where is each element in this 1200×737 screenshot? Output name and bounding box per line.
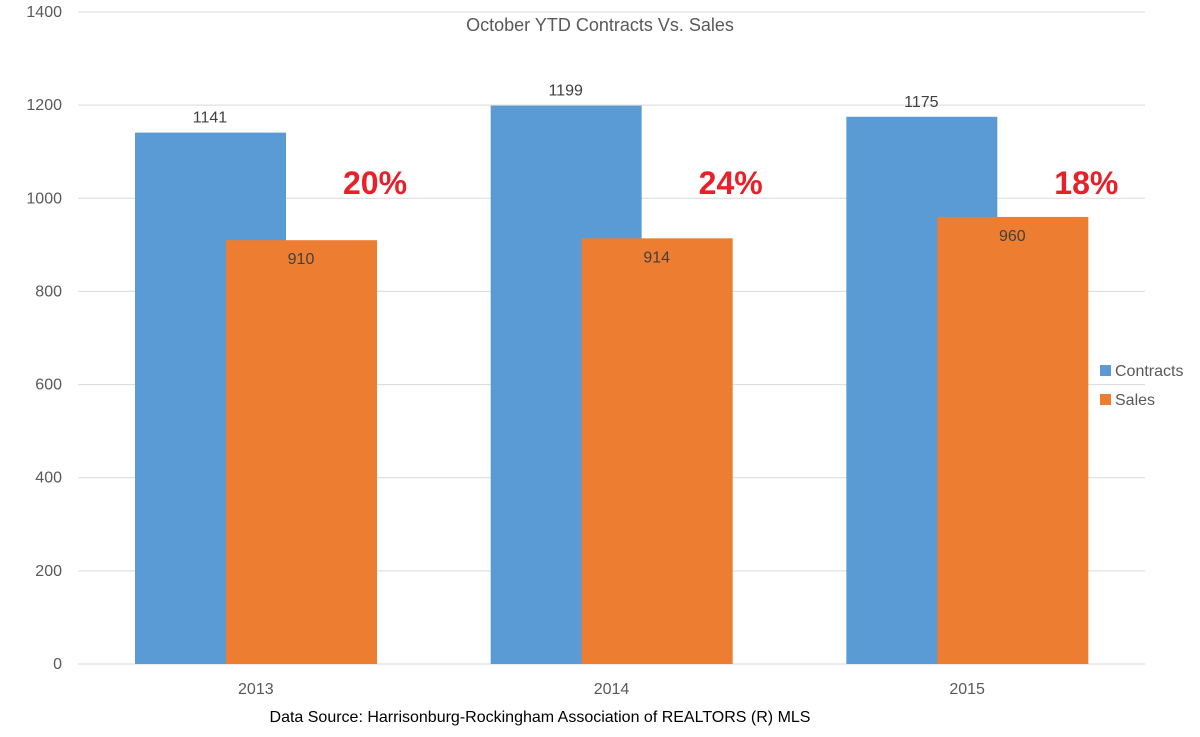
x-tick-label: 2015	[949, 681, 985, 698]
bar-sales	[581, 238, 733, 664]
x-tick-label: 2014	[594, 681, 630, 698]
y-tick-label: 1400	[26, 4, 62, 21]
y-tick-label: 200	[35, 563, 62, 580]
y-tick-label: 600	[35, 377, 62, 394]
data-label-contracts: 1199	[548, 83, 583, 100]
y-axis-ticks: 0 200 400 600 800 1000 1200 1400	[26, 4, 62, 673]
y-tick-label: 400	[35, 470, 62, 487]
y-tick-label: 1200	[26, 97, 62, 114]
chart-title: October YTD Contracts Vs. Sales	[466, 15, 734, 35]
data-label-sales: 910	[288, 251, 315, 268]
legend-label-contracts: Contracts	[1115, 363, 1183, 380]
x-axis-ticks: 2013 2014 2015	[238, 681, 985, 698]
percent-annotation: 24%	[699, 165, 763, 201]
source-note: Data Source: Harrisonburg-Rockingham Ass…	[270, 709, 811, 726]
y-tick-label: 0	[53, 656, 62, 673]
percent-annotation: 18%	[1054, 165, 1118, 201]
data-label-sales: 960	[999, 228, 1026, 245]
legend: Contracts Sales	[1100, 363, 1183, 409]
legend-label-sales: Sales	[1115, 392, 1155, 409]
data-label-contracts: 1141	[193, 110, 228, 127]
y-tick-label: 1000	[26, 190, 62, 207]
percent-annotation: 20%	[343, 165, 407, 201]
y-tick-label: 800	[35, 283, 62, 300]
data-labels: 1141 910 20% 1199 914 24% 1175 960 18%	[193, 83, 1119, 269]
legend-swatch-contracts	[1100, 365, 1111, 376]
data-label-contracts: 1175	[904, 94, 939, 111]
data-label-sales: 914	[643, 249, 670, 266]
bars	[135, 105, 1089, 665]
x-tick-label: 2013	[238, 681, 274, 698]
bar-sales	[937, 216, 1089, 664]
legend-swatch-sales	[1100, 394, 1111, 405]
bar-sales	[226, 240, 377, 664]
